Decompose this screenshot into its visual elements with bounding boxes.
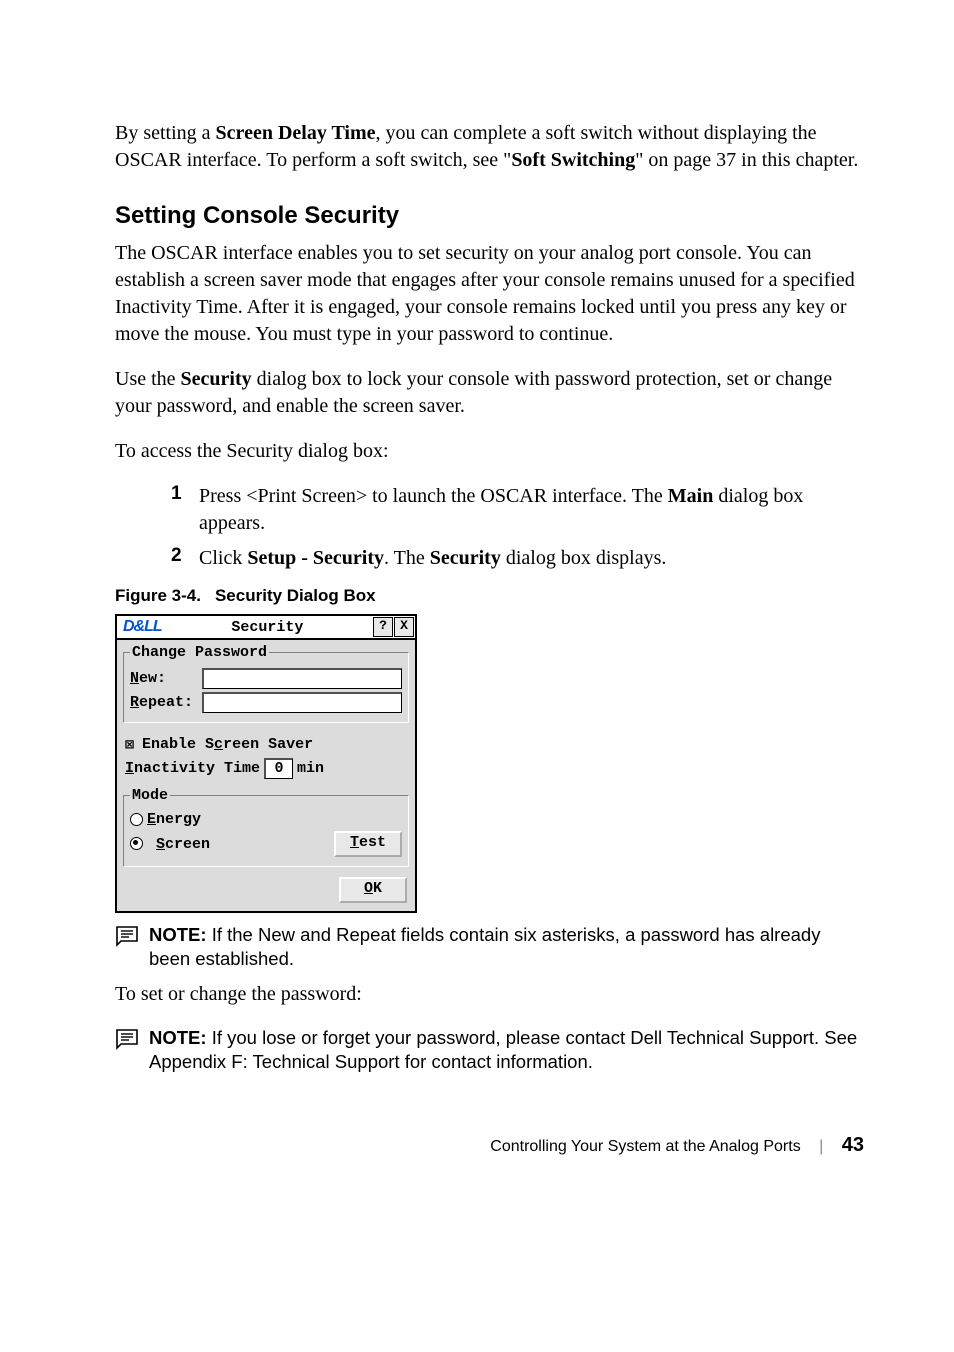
energy-label: Energy: [147, 811, 201, 828]
mode-legend: Mode: [130, 787, 170, 804]
dialog-titlebar: D&LL Security ? X: [117, 616, 415, 640]
term-main: Main: [668, 485, 714, 507]
text: By setting a: [115, 122, 216, 144]
body-paragraph: To set or change the password:: [115, 981, 864, 1008]
figure-number: Figure 3-4.: [115, 586, 201, 605]
text: Click: [199, 547, 247, 569]
accel: I: [125, 760, 134, 777]
figure-caption: Figure 3-4. Security Dialog Box: [115, 586, 864, 606]
text: epeat:: [139, 694, 193, 711]
screen-row: Screen Test: [130, 831, 402, 857]
test-button[interactable]: Test: [334, 831, 402, 857]
term-security: Security: [181, 368, 252, 390]
text: creen: [165, 836, 210, 853]
inactivity-input[interactable]: 0: [264, 758, 293, 779]
text: . The: [384, 547, 430, 569]
term-setup-security: Setup - Security: [247, 547, 384, 569]
page-number: 43: [842, 1134, 864, 1156]
note-text: NOTE: If you lose or forget your passwor…: [149, 1026, 864, 1074]
text: Use the: [115, 368, 181, 390]
body-paragraph: Use the Security dialog box to lock your…: [115, 366, 864, 420]
accel: N: [130, 670, 139, 687]
repeat-label: Repeat:: [130, 694, 202, 711]
change-password-legend: Change Password: [130, 644, 269, 661]
text: If you lose or forget your password, ple…: [149, 1027, 857, 1072]
term-security: Security: [430, 547, 501, 569]
mode-group: Mode Energy Screen Test: [123, 787, 409, 867]
note-block: NOTE: If the New and Repeat fields conta…: [115, 923, 864, 971]
accel: c: [214, 736, 223, 753]
list-text: Press <Print Screen> to launch the OSCAR…: [199, 483, 864, 537]
new-password-input[interactable]: [202, 668, 402, 689]
footer-title: Controlling Your System at the Analog Po…: [490, 1138, 800, 1155]
section-heading: Setting Console Security: [115, 202, 864, 230]
screen-radio[interactable]: [130, 837, 143, 850]
enable-label: Enable Screen Saver: [142, 736, 313, 753]
note-label: NOTE:: [149, 924, 207, 945]
note-text: NOTE: If the New and Repeat fields conta…: [149, 923, 864, 971]
dialog-title: Security: [168, 619, 373, 636]
page: By setting a Screen Delay Time, you can …: [0, 0, 954, 1217]
energy-row: Energy: [130, 811, 402, 828]
list-text: Click Setup - Security. The Security dia…: [199, 545, 666, 572]
text: If the New and Repeat fields contain six…: [149, 924, 820, 969]
list-number: 2: [171, 545, 199, 572]
screensaver-block: ⊠ Enable Screen Saver Inactivity Time 0 …: [123, 729, 409, 785]
ok-button[interactable]: OK: [339, 877, 407, 903]
footer-separator: |: [819, 1138, 823, 1155]
new-password-row: New:: [130, 668, 402, 689]
security-dialog: D&LL Security ? X Change Password New: R…: [115, 614, 417, 913]
text: dialog box displays.: [501, 547, 667, 569]
inactivity-unit: min: [297, 760, 324, 777]
text: Press <Print Screen> to launch the OSCAR…: [199, 485, 668, 507]
dialog-buttons: OK: [123, 873, 409, 905]
dialog-body: Change Password New: Repeat: ⊠ Enable Sc…: [117, 640, 415, 911]
note-icon: [115, 1028, 139, 1050]
dell-logo: D&LL: [117, 618, 168, 636]
accel: T: [350, 834, 359, 851]
enable-checkbox[interactable]: ⊠: [125, 735, 134, 754]
screen-label: Screen: [156, 836, 210, 853]
body-paragraph: The OSCAR interface enables you to set s…: [115, 240, 864, 348]
text: est: [359, 834, 386, 851]
text: " on page 37 in this chapter.: [635, 149, 858, 171]
text: nergy: [156, 811, 201, 828]
repeat-password-row: Repeat:: [130, 692, 402, 713]
inactivity-label: Inactivity Time: [125, 760, 260, 777]
page-footer: Controlling Your System at the Analog Po…: [115, 1134, 864, 1157]
note-block: NOTE: If you lose or forget your passwor…: [115, 1026, 864, 1074]
change-password-group: Change Password New: Repeat:: [123, 644, 409, 723]
help-button[interactable]: ?: [373, 617, 393, 637]
new-label: New:: [130, 670, 202, 687]
repeat-password-input[interactable]: [202, 692, 402, 713]
ordered-list: 1 Press <Print Screen> to launch the OSC…: [115, 483, 864, 572]
text: Enable S: [142, 736, 214, 753]
accel: O: [364, 880, 373, 897]
screen-option: Screen: [130, 836, 210, 853]
text: K: [373, 880, 382, 897]
accel: R: [130, 694, 139, 711]
energy-radio[interactable]: [130, 813, 143, 826]
enable-screensaver-row: ⊠ Enable Screen Saver: [125, 735, 407, 754]
list-item: 1 Press <Print Screen> to launch the OSC…: [171, 483, 864, 537]
text: reen Saver: [223, 736, 313, 753]
term-screen-delay: Screen Delay Time: [216, 122, 376, 144]
intro-paragraph: By setting a Screen Delay Time, you can …: [115, 120, 864, 174]
body-paragraph: To access the Security dialog box:: [115, 438, 864, 465]
accel: E: [147, 811, 156, 828]
text: ew:: [139, 670, 166, 687]
note-label: NOTE:: [149, 1027, 207, 1048]
accel: S: [156, 836, 165, 853]
term-soft-switching: Soft Switching: [511, 149, 635, 171]
close-button[interactable]: X: [394, 617, 414, 637]
list-number: 1: [171, 483, 199, 537]
list-item: 2 Click Setup - Security. The Security d…: [171, 545, 864, 572]
note-icon: [115, 925, 139, 947]
text: nactivity Time: [134, 760, 260, 777]
inactivity-row: Inactivity Time 0 min: [125, 758, 407, 779]
figure-title: Security Dialog Box: [215, 586, 376, 605]
